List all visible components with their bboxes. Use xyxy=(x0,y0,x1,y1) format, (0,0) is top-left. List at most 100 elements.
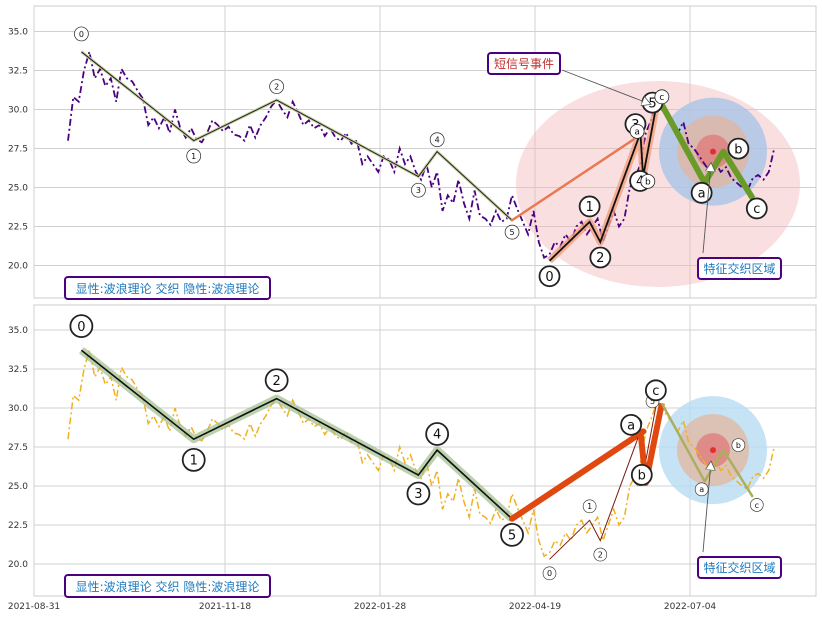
wave-label: 1 xyxy=(191,152,196,161)
sub-wave-label-circle xyxy=(578,195,601,218)
wave-label-circle xyxy=(181,447,206,472)
y-tick-label: 32.5 xyxy=(8,67,28,77)
wave-label: 4 xyxy=(433,428,441,443)
legend-text: 显性:波浪理论 交织 隐性:波浪理论 xyxy=(76,281,260,296)
wave-label: 2 xyxy=(273,374,281,389)
sub-wave-label: 4 xyxy=(636,175,644,190)
abc-label-circle xyxy=(654,89,670,105)
feature-annotation-text: 特征交织区域 xyxy=(703,560,775,575)
abc-label: a xyxy=(698,187,706,202)
y-tick-label: 20.0 xyxy=(8,262,28,272)
sub-wave-label: 5 xyxy=(648,96,656,111)
primary-wave-line xyxy=(81,51,513,221)
wave-label-circle xyxy=(500,522,524,547)
y-tick-label: 20.0 xyxy=(8,560,28,570)
abc-label: a xyxy=(699,485,704,494)
wave-label-circle xyxy=(264,368,289,393)
signal-arrow xyxy=(561,69,650,104)
abc-label: c xyxy=(753,202,760,217)
signal-annotation-text: 短信号事件 xyxy=(494,57,554,71)
abc-label-circle xyxy=(731,438,746,452)
wave-label: 0 xyxy=(79,30,84,39)
y-tick-label: 35.0 xyxy=(8,28,28,38)
feature-annotation-box xyxy=(697,556,782,579)
wave-label-circle xyxy=(425,422,450,446)
wave-connector xyxy=(509,428,647,522)
abc-label-circle xyxy=(749,498,764,512)
wave-label-circle xyxy=(411,182,426,198)
sub-wave-label: 1 xyxy=(585,200,593,215)
feature-center-dot xyxy=(710,148,716,155)
wave-label: 0 xyxy=(77,320,85,335)
legend-text: 显性:波浪理论 交织 隐性:波浪理论 xyxy=(76,579,260,594)
sub-wave-label-circle xyxy=(538,265,561,288)
y-tick-label: 25.0 xyxy=(8,482,28,492)
wave-connector xyxy=(510,131,645,222)
wave-label: 3 xyxy=(414,487,422,502)
wave-label-circle xyxy=(186,148,202,164)
sub-wave-label: 2 xyxy=(596,251,604,266)
wave-label-circle xyxy=(69,314,94,339)
sub-wave-label-circle xyxy=(589,246,612,269)
abc-label: b xyxy=(645,178,651,188)
y-tick-label: 22.5 xyxy=(8,223,28,233)
abc-label-circle xyxy=(644,379,667,402)
y-tick-label: 32.5 xyxy=(8,365,28,375)
y-tick-label: 35.0 xyxy=(8,326,28,336)
abc-label-circle xyxy=(745,197,768,220)
feature-region xyxy=(659,396,767,505)
y-tick-label: 30.0 xyxy=(8,106,28,116)
y-tick-label: 30.0 xyxy=(8,404,28,414)
wave-label: 2 xyxy=(274,82,279,91)
x-tick-label: 2022-01-28 xyxy=(354,602,407,612)
x-tick-label: 2022-07-04 xyxy=(664,602,717,612)
legend-box xyxy=(64,574,271,598)
wave-label: 4 xyxy=(435,136,440,145)
wave-label: 3 xyxy=(416,186,421,195)
y-tick-label: 22.5 xyxy=(8,521,28,531)
abc-label-circle xyxy=(640,173,656,189)
abc-label: b xyxy=(734,142,742,157)
y-tick-label: 27.5 xyxy=(8,145,28,155)
sub-wave-label-circle xyxy=(593,547,608,562)
wave-label-circle xyxy=(269,79,284,94)
bottom-panel: 35.032.530.027.525.022.520.0012345012345… xyxy=(8,304,817,598)
abc-label: a xyxy=(634,128,640,138)
feature-arrow xyxy=(702,462,711,553)
sub-wave-label-circle xyxy=(542,566,557,581)
wave-label-circle xyxy=(406,481,431,506)
abc-label-circle xyxy=(727,137,750,160)
x-tick-label: 2022-04-19 xyxy=(509,602,562,612)
wave-label: 5 xyxy=(510,228,515,237)
sub-wave-label-circle xyxy=(582,499,597,514)
sub-wave-label: 0 xyxy=(547,569,552,578)
sub-wave-label: 2 xyxy=(598,550,603,559)
wave-label-circle xyxy=(74,26,89,42)
feature-center-dot xyxy=(710,447,716,454)
primary-wave-line xyxy=(80,349,513,520)
abc-label-circle xyxy=(629,123,645,139)
feature-annotation-box xyxy=(697,257,782,280)
feature-annotation-text: 特征交织区域 xyxy=(703,261,775,276)
sub-wave-label: 0 xyxy=(545,270,553,285)
x-tick-label: 2021-08-31 xyxy=(8,602,60,612)
wave-label-circle xyxy=(504,224,520,240)
sub-wave-label: 5 xyxy=(650,397,655,406)
abc-label: b xyxy=(736,441,741,450)
sub-wave-line xyxy=(548,104,658,262)
abc-label: c xyxy=(652,384,659,399)
y-tick-label: 27.5 xyxy=(8,443,28,453)
abc-label-circle xyxy=(690,181,713,204)
abc-label-circle xyxy=(630,463,653,486)
y-tick-label: 25.0 xyxy=(8,184,28,194)
sub-wave-label: 1 xyxy=(587,502,592,511)
abc-label: c xyxy=(659,93,664,103)
wave-label: 5 xyxy=(508,529,516,544)
abc-label: a xyxy=(627,419,635,434)
abc-label: c xyxy=(755,501,759,510)
wave-label-circle xyxy=(429,132,445,148)
wave-label: 1 xyxy=(190,454,198,469)
x-axis: 2021-08-31 2021-11-18 2022-01-28 2022-04-19… xyxy=(8,602,717,612)
signal-annotation-box xyxy=(487,52,561,75)
